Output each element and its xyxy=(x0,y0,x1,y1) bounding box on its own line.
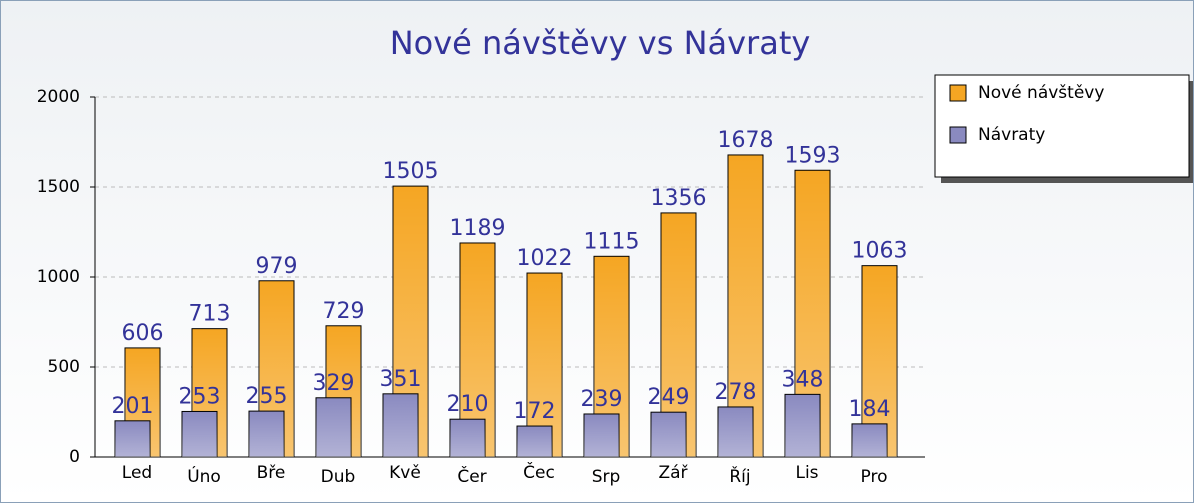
legend xyxy=(934,74,1190,178)
x-tick-label: Říj xyxy=(729,465,750,487)
bar-shine xyxy=(182,411,217,457)
legend-label: Návraty xyxy=(978,125,1045,145)
x-tick-label: Úno xyxy=(187,465,221,487)
x-tick-label: Srp xyxy=(592,467,621,487)
y-tick-label: 2000 xyxy=(37,87,80,107)
bar-shine xyxy=(383,393,418,457)
chart-title: Nové návštěvy vs Návraty xyxy=(390,24,811,62)
value-label: 172 xyxy=(514,399,556,424)
value-label: 210 xyxy=(447,392,489,417)
value-label: 278 xyxy=(715,380,757,405)
legend-swatch xyxy=(949,84,967,102)
x-tick-label: Čer xyxy=(457,465,486,487)
bar-shine xyxy=(584,413,619,457)
value-label: 729 xyxy=(323,299,365,324)
x-tick-label: Dub xyxy=(321,467,356,487)
value-label: 184 xyxy=(849,397,891,422)
value-label: 201 xyxy=(112,394,154,419)
y-tick-label: 500 xyxy=(48,357,80,377)
bar-shine xyxy=(249,411,284,457)
x-tick-label: Kvě xyxy=(389,463,421,483)
bar-shine xyxy=(450,419,485,457)
bar-shine xyxy=(852,423,887,457)
value-label: 1115 xyxy=(584,229,640,254)
bar-shine xyxy=(517,426,552,457)
value-label: 351 xyxy=(380,367,422,392)
value-label: 606 xyxy=(122,321,164,346)
x-tick-label: Lis xyxy=(795,463,818,483)
bar-shine xyxy=(718,406,753,457)
value-label: 255 xyxy=(246,384,288,409)
value-label: 348 xyxy=(782,367,824,392)
value-label: 239 xyxy=(581,387,623,412)
x-tick-label: Zář xyxy=(658,463,688,483)
value-label: 1678 xyxy=(718,128,774,153)
bar-shine xyxy=(651,412,686,457)
y-tick-label: 1500 xyxy=(37,177,80,197)
y-tick-label: 1000 xyxy=(37,267,80,287)
value-label: 249 xyxy=(648,385,690,410)
x-tick-label: Bře xyxy=(257,463,286,483)
value-label: 1063 xyxy=(852,239,908,264)
x-tick-label: Pro xyxy=(861,467,888,487)
value-label: 1022 xyxy=(517,246,573,271)
value-label: 713 xyxy=(189,302,231,327)
legend-swatch xyxy=(949,126,967,144)
value-label: 1593 xyxy=(785,143,841,168)
value-label: 1189 xyxy=(450,216,506,241)
x-tick-label: Led xyxy=(122,463,152,483)
bar-shine xyxy=(115,420,150,457)
x-tick-label: Čec xyxy=(523,461,555,483)
bar-shine xyxy=(316,397,351,457)
value-label: 1356 xyxy=(651,186,707,211)
legend-label: Nové návštěvy xyxy=(978,83,1104,103)
value-label: 979 xyxy=(256,254,298,279)
y-tick-label: 0 xyxy=(69,447,80,467)
value-label: 1505 xyxy=(383,159,439,184)
bar-shine xyxy=(785,394,820,457)
value-label: 329 xyxy=(313,371,355,396)
value-label: 253 xyxy=(179,384,221,409)
